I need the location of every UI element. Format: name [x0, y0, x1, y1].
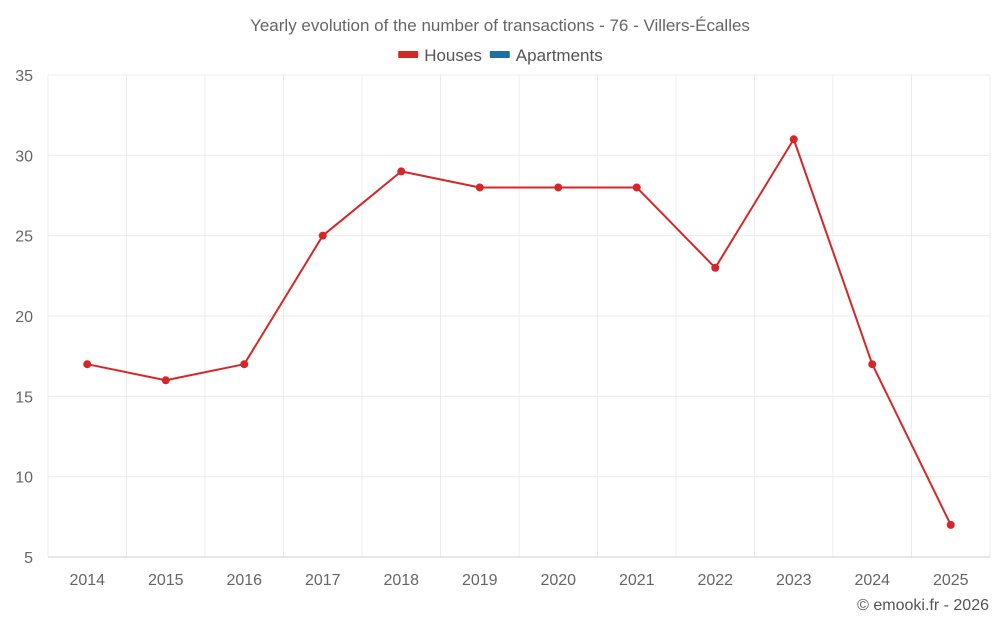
x-tick-label: 2019 — [462, 572, 498, 589]
legend-item-houses[interactable]: Houses — [398, 46, 482, 65]
x-tick-label: 2014 — [69, 572, 105, 589]
data-point — [789, 135, 798, 144]
legend-swatch — [398, 51, 419, 58]
data-point — [946, 520, 955, 529]
x-tick-label: 2022 — [697, 572, 733, 589]
credit-text: © emooki.fr - 2026 — [857, 597, 989, 614]
x-tick-label: 2024 — [854, 572, 890, 589]
data-point — [83, 360, 92, 369]
x-tick-label: 2023 — [776, 572, 812, 589]
x-tick-label: 2021 — [619, 572, 655, 589]
y-tick-label: 35 — [15, 68, 33, 85]
legend: Houses Apartments — [398, 46, 603, 65]
data-point — [868, 360, 877, 369]
legend-label: Apartments — [516, 46, 603, 65]
x-tick-label: 2018 — [383, 572, 419, 589]
data-point — [318, 231, 327, 240]
data-point — [475, 183, 484, 192]
y-tick-label: 30 — [15, 148, 33, 165]
y-tick-label: 25 — [15, 229, 33, 246]
data-point — [240, 360, 249, 369]
y-axis: 5 10 15 20 25 30 35 — [15, 68, 33, 567]
data-point — [161, 376, 170, 385]
legend-swatch — [489, 51, 510, 58]
y-tick-label: 20 — [15, 309, 33, 326]
data-point — [554, 183, 563, 192]
x-tick-label: 2025 — [933, 572, 969, 589]
data-point — [632, 183, 641, 192]
x-tick-label: 2015 — [148, 572, 184, 589]
y-tick-label: 10 — [15, 470, 33, 487]
x-tick-label: 2020 — [540, 572, 576, 589]
y-tick-label: 15 — [15, 389, 33, 406]
series-line-houses — [87, 138, 952, 526]
legend-item-apartments[interactable]: Apartments — [489, 46, 603, 65]
x-tick-label: 2016 — [226, 572, 262, 589]
series-layer — [83, 135, 955, 529]
y-tick-label: 5 — [24, 550, 33, 567]
data-point — [711, 263, 720, 272]
grid — [47, 74, 991, 558]
data-point — [397, 167, 406, 176]
chart-title: Yearly evolution of the number of transa… — [250, 16, 750, 35]
legend-label: Houses — [424, 46, 482, 65]
x-tick-label: 2017 — [305, 572, 341, 589]
x-axis: 2014 2015 2016 2017 2018 2019 2020 2021 2022 2023… — [69, 572, 968, 589]
